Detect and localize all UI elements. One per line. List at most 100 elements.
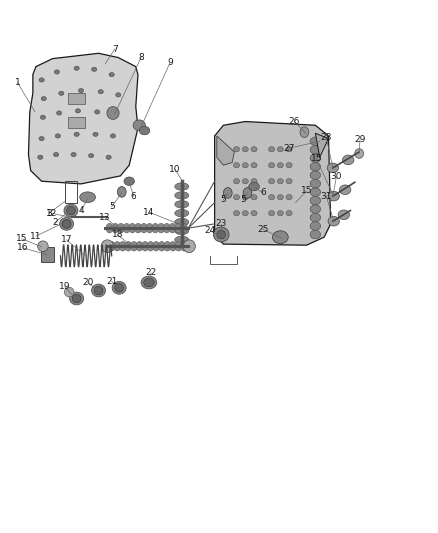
Ellipse shape <box>74 66 79 70</box>
Ellipse shape <box>268 147 275 152</box>
Ellipse shape <box>64 204 78 217</box>
Ellipse shape <box>117 223 124 233</box>
Ellipse shape <box>268 195 275 200</box>
Ellipse shape <box>251 195 257 200</box>
Text: 15: 15 <box>301 187 312 195</box>
Text: 22: 22 <box>145 269 157 277</box>
Ellipse shape <box>163 223 170 233</box>
Ellipse shape <box>164 241 171 251</box>
Text: 28: 28 <box>321 133 332 142</box>
Ellipse shape <box>268 211 275 216</box>
Ellipse shape <box>107 107 119 119</box>
Text: 18: 18 <box>112 230 123 239</box>
Ellipse shape <box>38 241 48 252</box>
Ellipse shape <box>242 211 248 216</box>
Ellipse shape <box>141 276 157 289</box>
Ellipse shape <box>328 216 339 226</box>
Ellipse shape <box>106 155 111 159</box>
Ellipse shape <box>98 90 103 94</box>
Ellipse shape <box>38 155 43 159</box>
Bar <box>68 117 85 128</box>
Ellipse shape <box>277 163 283 168</box>
Ellipse shape <box>233 179 240 184</box>
Ellipse shape <box>110 134 116 138</box>
Ellipse shape <box>80 192 95 203</box>
Ellipse shape <box>286 211 292 216</box>
Text: 7: 7 <box>112 45 118 53</box>
Ellipse shape <box>70 292 84 305</box>
Ellipse shape <box>101 240 113 253</box>
Ellipse shape <box>355 149 364 158</box>
Text: 9: 9 <box>167 59 173 67</box>
Ellipse shape <box>310 180 321 188</box>
Text: 5: 5 <box>109 203 115 211</box>
Ellipse shape <box>251 163 257 168</box>
Text: 8: 8 <box>138 53 144 62</box>
Ellipse shape <box>277 211 283 216</box>
Ellipse shape <box>117 187 126 197</box>
Ellipse shape <box>310 154 321 163</box>
Ellipse shape <box>310 171 321 180</box>
Ellipse shape <box>183 240 195 253</box>
Ellipse shape <box>141 241 148 251</box>
Ellipse shape <box>125 241 132 251</box>
Ellipse shape <box>310 196 321 205</box>
Ellipse shape <box>277 195 283 200</box>
Ellipse shape <box>123 223 130 233</box>
Ellipse shape <box>223 188 232 198</box>
Ellipse shape <box>140 223 147 233</box>
Ellipse shape <box>119 241 126 251</box>
Ellipse shape <box>268 179 275 184</box>
Ellipse shape <box>175 192 189 199</box>
Text: 13: 13 <box>99 213 111 222</box>
Ellipse shape <box>277 179 283 184</box>
Ellipse shape <box>242 163 248 168</box>
Text: 1: 1 <box>14 78 21 87</box>
Ellipse shape <box>233 195 240 200</box>
Text: 5: 5 <box>220 196 226 204</box>
Text: 24: 24 <box>205 226 216 235</box>
Polygon shape <box>28 53 138 184</box>
Ellipse shape <box>94 286 103 295</box>
Ellipse shape <box>310 137 321 146</box>
Ellipse shape <box>310 188 321 196</box>
Text: 31: 31 <box>321 192 332 200</box>
Ellipse shape <box>158 241 165 251</box>
Text: 17: 17 <box>61 236 72 244</box>
Text: 6: 6 <box>131 192 137 200</box>
Ellipse shape <box>277 147 283 152</box>
Text: 16: 16 <box>17 244 28 252</box>
Ellipse shape <box>115 284 124 292</box>
Ellipse shape <box>175 183 189 190</box>
Ellipse shape <box>343 155 354 165</box>
Ellipse shape <box>93 132 98 136</box>
Ellipse shape <box>144 278 154 287</box>
Ellipse shape <box>243 188 252 198</box>
Ellipse shape <box>242 195 248 200</box>
Ellipse shape <box>78 88 84 93</box>
Ellipse shape <box>180 241 187 251</box>
Ellipse shape <box>249 182 259 191</box>
Ellipse shape <box>339 185 351 195</box>
Ellipse shape <box>57 111 62 115</box>
Text: 19: 19 <box>59 282 71 291</box>
Ellipse shape <box>251 179 257 184</box>
Ellipse shape <box>286 179 292 184</box>
Text: 14: 14 <box>143 208 155 216</box>
Text: 10: 10 <box>170 165 181 174</box>
Ellipse shape <box>300 127 309 138</box>
Polygon shape <box>217 136 234 165</box>
Ellipse shape <box>328 191 339 201</box>
Ellipse shape <box>62 220 71 228</box>
Ellipse shape <box>268 163 275 168</box>
Ellipse shape <box>310 205 321 213</box>
Text: 11: 11 <box>30 232 42 240</box>
Ellipse shape <box>175 219 189 226</box>
Ellipse shape <box>39 78 44 82</box>
Ellipse shape <box>310 222 321 230</box>
Ellipse shape <box>113 112 118 117</box>
Ellipse shape <box>175 200 189 208</box>
Ellipse shape <box>310 230 321 239</box>
Bar <box>41 247 54 262</box>
Ellipse shape <box>169 223 176 233</box>
